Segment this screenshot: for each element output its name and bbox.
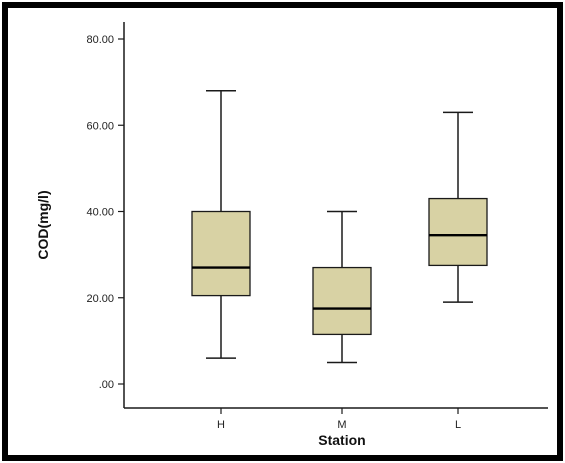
y-tick-label: 80.00 <box>86 34 114 46</box>
y-axis-title: COD(mg/l) <box>35 190 51 259</box>
y-tick-label: .00 <box>99 379 114 391</box>
y-tick-label: 40.00 <box>86 207 114 219</box>
y-axis-ticks: .00 20.00 40.00 60.00 80.00 <box>86 34 124 391</box>
box-h <box>191 90 251 359</box>
x-tick-label: L <box>455 419 461 431</box>
iqr-box <box>191 210 251 297</box>
x-tick-label: M <box>337 419 346 431</box>
x-axis-title: Station <box>318 432 365 448</box>
box-m <box>312 210 372 364</box>
iqr-box <box>312 266 372 336</box>
y-tick-label: 20.00 <box>86 293 114 305</box>
iqr-box <box>428 197 488 267</box>
x-tick-label: H <box>217 419 225 431</box>
y-tick-label: 60.00 <box>86 120 114 132</box>
box-series <box>191 90 488 364</box>
box-l <box>428 111 488 303</box>
